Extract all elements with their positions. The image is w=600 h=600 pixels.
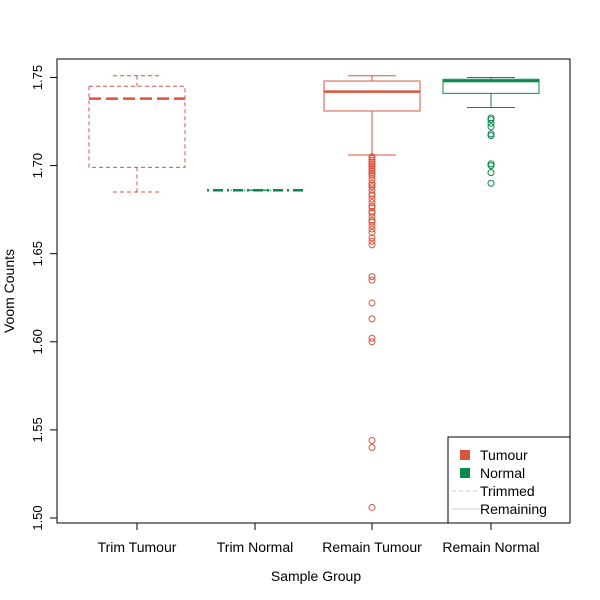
legend-label: Tumour <box>480 447 528 463</box>
x-tick-label: Trim Normal <box>217 539 293 555</box>
legend: Tumour Normal Trimmed Remaining <box>447 436 571 524</box>
legend-label: Remaining <box>480 501 547 517</box>
outlier-point <box>368 334 376 342</box>
outlier-point <box>368 172 376 180</box>
y-tick-label: 1.65 <box>30 241 45 266</box>
outlier-point <box>487 162 495 170</box>
outlier-point <box>368 229 376 237</box>
y-tick-label: 1.70 <box>30 153 45 178</box>
outlier-point <box>368 315 376 323</box>
outlier-point <box>368 176 376 184</box>
outlier-point <box>368 195 376 203</box>
box <box>88 85 186 168</box>
y-tick-label: 1.50 <box>30 505 45 530</box>
legend-label: Trimmed <box>480 483 535 499</box>
x-tick-label: Trim Tumour <box>98 539 177 555</box>
outlier-point <box>368 192 376 200</box>
y-tick-label: 1.60 <box>30 329 45 354</box>
outlier-point <box>368 218 376 226</box>
outlier-point <box>368 209 376 217</box>
outlier-point <box>487 123 495 131</box>
outlier-point <box>368 241 376 249</box>
outlier-point <box>368 436 376 444</box>
outlier-point <box>368 338 376 346</box>
outlier-point <box>368 444 376 452</box>
outlier-point <box>368 225 376 233</box>
x-axis-label: Sample Group <box>271 568 361 584</box>
outlier-point <box>368 199 376 207</box>
y-tick-label: 1.75 <box>30 65 45 90</box>
box <box>323 80 421 112</box>
y-axis: 1.50 1.55 1.60 1.65 1.70 1.75 <box>30 65 58 531</box>
boxes-layer <box>88 75 540 511</box>
outlier-point <box>368 234 376 242</box>
outlier-point <box>368 186 376 194</box>
outlier-point <box>368 273 376 281</box>
outlier-point <box>368 213 376 221</box>
outlier-point <box>487 116 495 124</box>
outlier-point <box>368 237 376 245</box>
x-tick-label: Remain Normal <box>442 539 539 555</box>
outlier-point <box>368 183 376 191</box>
outlier-point <box>487 132 495 140</box>
y-tick-label: 1.55 <box>30 417 45 442</box>
legend-swatch <box>460 450 470 460</box>
outlier-point <box>368 204 376 212</box>
outlier-point <box>368 299 376 307</box>
legend-swatch <box>460 468 470 478</box>
outlier-point <box>487 169 495 177</box>
x-tick-label: Remain Tumour <box>322 539 422 555</box>
outlier-point <box>487 179 495 187</box>
legend-label: Normal <box>480 465 525 481</box>
box-group <box>323 75 421 511</box>
outlier-point <box>368 222 376 230</box>
outlier-point <box>368 276 376 284</box>
outlier-point <box>487 119 495 127</box>
box-group <box>88 75 186 193</box>
box-group <box>442 77 540 187</box>
x-axis: Trim Tumour Trim Normal Remain Tumour Remai… <box>98 523 540 555</box>
y-axis-label: Voom Counts <box>1 249 17 333</box>
outlier-point <box>368 503 376 511</box>
